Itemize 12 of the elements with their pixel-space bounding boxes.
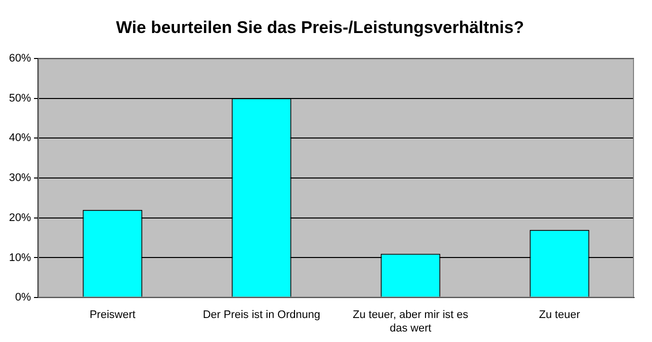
y-tick-label: 40%	[8, 132, 32, 144]
chart-title: Wie beurteilen Sie das Preis-/Leistungsverhältnis?	[116, 18, 524, 37]
y-tick-label: 50%	[8, 92, 32, 104]
x-tick-label: Preiswert	[90, 309, 136, 322]
x-tick-label: Zu teuer	[539, 309, 580, 322]
x-tick-label: Zu teuer, aber mir ist es das wert	[352, 309, 469, 334]
y-tick-label: 30%	[8, 172, 32, 184]
y-tick-label: 60%	[8, 52, 32, 64]
y-tick-label: 20%	[8, 212, 32, 224]
x-tick-label: Der Preis ist in Ordnung	[202, 309, 320, 322]
y-tick-label: 0%	[15, 292, 32, 304]
y-tick-label: 10%	[8, 252, 32, 264]
